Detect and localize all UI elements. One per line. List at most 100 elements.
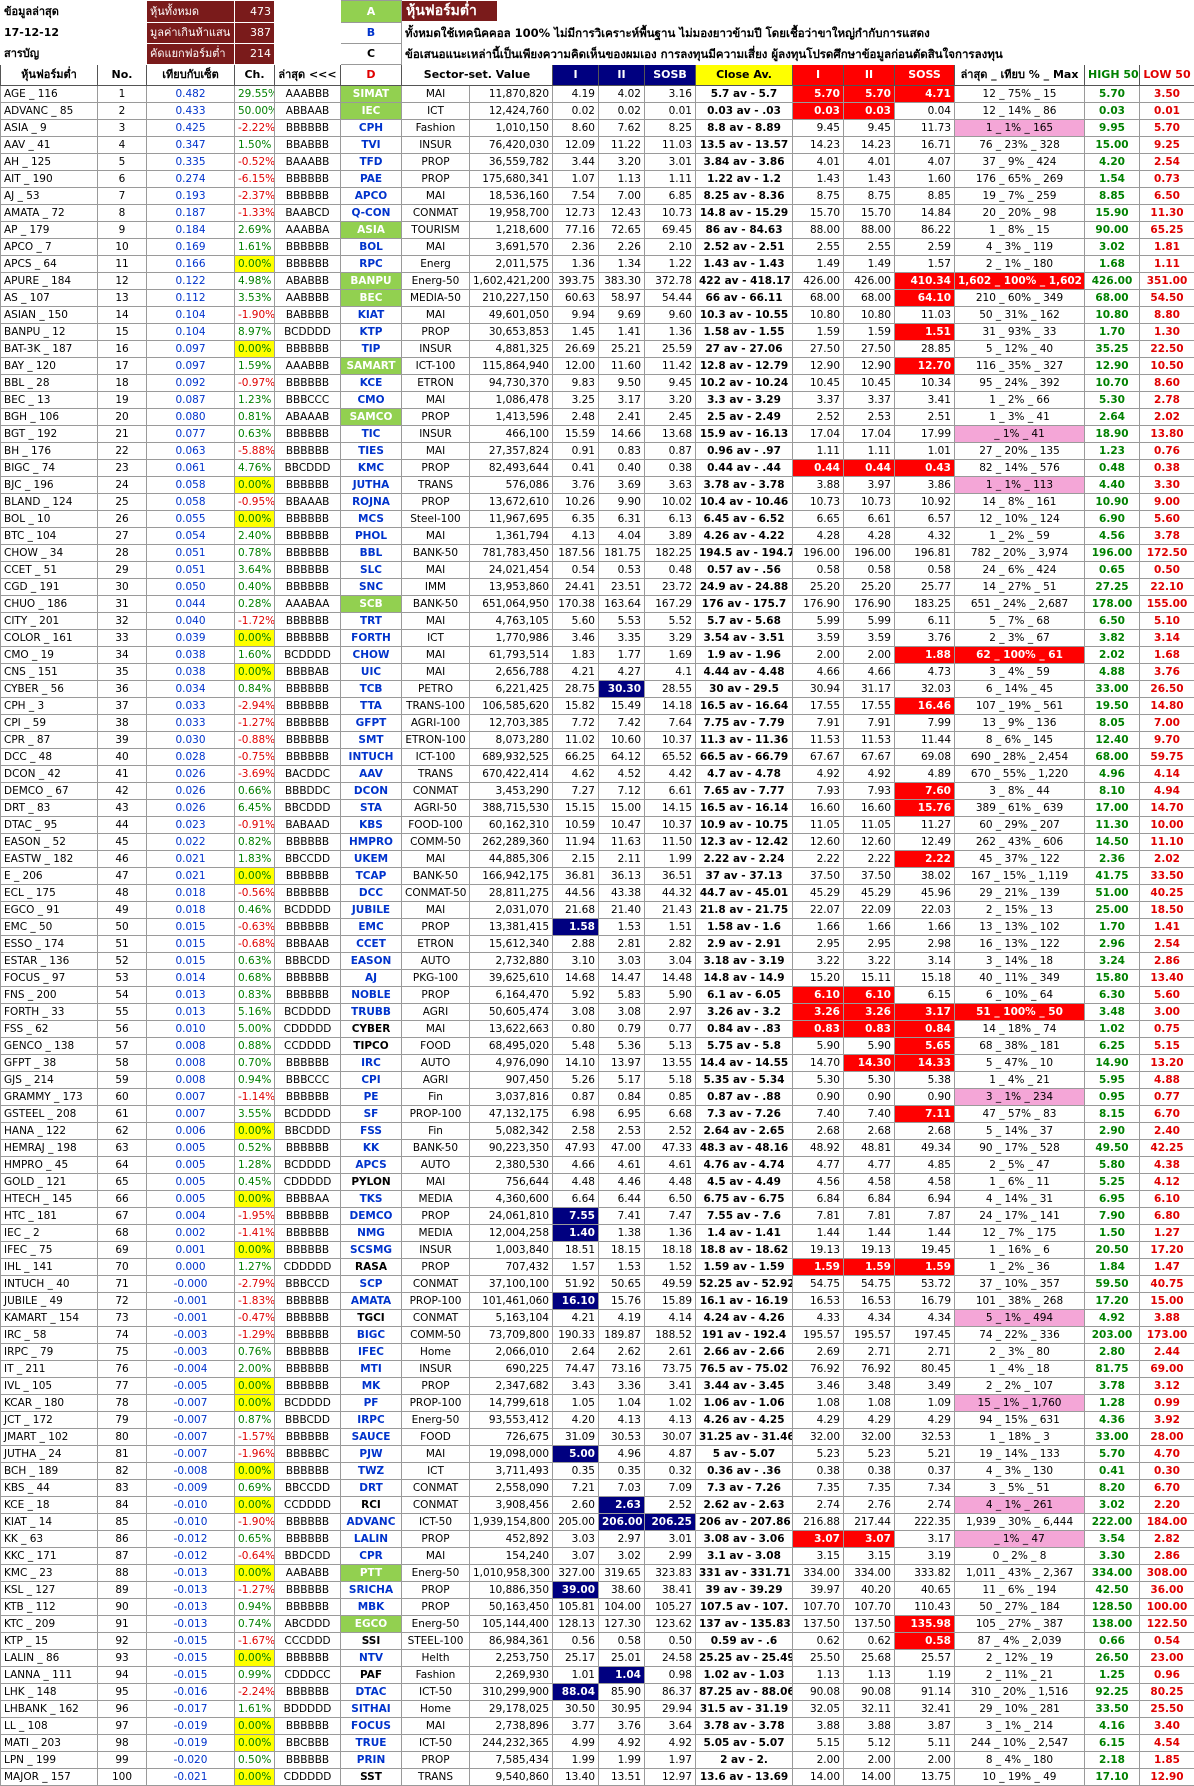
sell-2: 4.28 bbox=[844, 528, 895, 545]
buy-1: 39.00 bbox=[553, 1582, 599, 1599]
buy-1: 4.19 bbox=[553, 86, 599, 103]
buy-2: 7.42 bbox=[599, 715, 645, 732]
buy-1: 4.20 bbox=[553, 1412, 599, 1429]
stock-name: IRC _ 58 bbox=[1, 1327, 98, 1344]
sell-2: 25.20 bbox=[844, 579, 895, 596]
buy-2: 2.11 bbox=[599, 851, 645, 868]
vs-set: 0.054 bbox=[147, 528, 235, 545]
soss: 1.59 bbox=[895, 1259, 955, 1276]
change: 0.74% bbox=[235, 1616, 275, 1633]
row-number: 74 bbox=[98, 1327, 147, 1344]
latest-pattern: ABABBB bbox=[275, 273, 341, 290]
sell-1: 3.22 bbox=[793, 953, 844, 970]
high-50: 1.70 bbox=[1085, 919, 1140, 936]
high-50: 49.50 bbox=[1085, 1140, 1140, 1157]
buy-1: 10.59 bbox=[553, 817, 599, 834]
ticker: SCB bbox=[341, 596, 402, 613]
trade-value: 44,885,306 bbox=[470, 851, 553, 868]
sector: MAI bbox=[402, 188, 470, 205]
latest-vs-max: 14 _ 27% _ 51 bbox=[955, 579, 1085, 596]
close-average: 2.52 av - 2.51 bbox=[696, 239, 793, 256]
soss: 110.43 bbox=[895, 1599, 955, 1616]
latest-pattern: CCCDDD bbox=[275, 1633, 341, 1650]
row-number: 50 bbox=[98, 919, 147, 936]
sector: Home bbox=[402, 1344, 470, 1361]
sell-1: 6.65 bbox=[793, 511, 844, 528]
row-number: 95 bbox=[98, 1684, 147, 1701]
stock-name: AS _ 107 bbox=[1, 290, 98, 307]
sector: PROP bbox=[402, 1378, 470, 1395]
vs-set: -0.019 bbox=[147, 1735, 235, 1752]
soss: 0.84 bbox=[895, 1021, 955, 1038]
buy-1: 2.48 bbox=[553, 409, 599, 426]
soss: 14.33 bbox=[895, 1055, 955, 1072]
sector: Fin bbox=[402, 1123, 470, 1140]
ticker: IRPC bbox=[341, 1412, 402, 1429]
sosb: 11.50 bbox=[645, 834, 696, 851]
low-50: 11.10 bbox=[1140, 834, 1194, 851]
vs-set: 0.013 bbox=[147, 987, 235, 1004]
row-number: 22 bbox=[98, 443, 147, 460]
buy-1: 1.01 bbox=[553, 1667, 599, 1684]
high-50: 196.00 bbox=[1085, 545, 1140, 562]
change: 0.00% bbox=[235, 1735, 275, 1752]
trade-value: 8,073,280 bbox=[470, 732, 553, 749]
sector: IMM bbox=[402, 579, 470, 596]
high-50: 3.78 bbox=[1085, 1378, 1140, 1395]
high-50: 81.75 bbox=[1085, 1361, 1140, 1378]
stock-name: ADVANC _ 85 bbox=[1, 103, 98, 120]
sell-1: 0.83 bbox=[793, 1021, 844, 1038]
soss: 28.85 bbox=[895, 341, 955, 358]
latest-pattern: BBCDDD bbox=[275, 1123, 341, 1140]
soss: 3.41 bbox=[895, 392, 955, 409]
latest-vs-max: 2 _ 5% _ 47 bbox=[955, 1157, 1085, 1174]
latest-vs-max: 3 _ 1% _ 214 bbox=[955, 1718, 1085, 1735]
ticker: TIP bbox=[341, 341, 402, 358]
sell-2: 3.59 bbox=[844, 630, 895, 647]
row-number: 73 bbox=[98, 1310, 147, 1327]
sector: ETRON bbox=[402, 375, 470, 392]
soss: 7.99 bbox=[895, 715, 955, 732]
soss: 1.60 bbox=[895, 171, 955, 188]
sector: CONMAT-50 bbox=[402, 885, 470, 902]
row-number: 42 bbox=[98, 783, 147, 800]
trade-value: 6,164,470 bbox=[470, 987, 553, 1004]
latest-vs-max: 4 _ 1% _ 261 bbox=[955, 1497, 1085, 1514]
soss: 2.00 bbox=[895, 1752, 955, 1769]
change: 5.00% bbox=[235, 1021, 275, 1038]
vs-set: 0.023 bbox=[147, 817, 235, 834]
latest-pattern: BBBBBB bbox=[275, 256, 341, 273]
latest-vs-max: 13 _ 9% _ 136 bbox=[955, 715, 1085, 732]
close-average: 0.03 av - .03 bbox=[696, 103, 793, 120]
stock-name: KBS _ 44 bbox=[1, 1480, 98, 1497]
sell-2: 4.29 bbox=[844, 1412, 895, 1429]
close-average: 14.4 av - 14.55 bbox=[696, 1055, 793, 1072]
sell-2: 32.11 bbox=[844, 1701, 895, 1718]
change: 0.78% bbox=[235, 545, 275, 562]
sell-2: 7.91 bbox=[844, 715, 895, 732]
stock-name: KTC _ 209 bbox=[1, 1616, 98, 1633]
close-average: 1.59 av - 1.59 bbox=[696, 1259, 793, 1276]
sosb: 10.02 bbox=[645, 494, 696, 511]
stock-name: LANNA _ 111 bbox=[1, 1667, 98, 1684]
high-50: 178.00 bbox=[1085, 596, 1140, 613]
ticker: BBL bbox=[341, 545, 402, 562]
high-50: 2.96 bbox=[1085, 936, 1140, 953]
row-number: 52 bbox=[98, 953, 147, 970]
sosb: 13.68 bbox=[645, 426, 696, 443]
sosb: 4.14 bbox=[645, 1310, 696, 1327]
vs-set: 0.034 bbox=[147, 681, 235, 698]
sell-2: 3.37 bbox=[844, 392, 895, 409]
sell-1: 5.99 bbox=[793, 613, 844, 630]
sector: Fin bbox=[402, 1089, 470, 1106]
low-50: 26.50 bbox=[1140, 681, 1194, 698]
sosb: 7.47 bbox=[645, 1208, 696, 1225]
sosb: 5.90 bbox=[645, 987, 696, 1004]
trade-value: 651,064,950 bbox=[470, 596, 553, 613]
sell-2: 1.66 bbox=[844, 919, 895, 936]
vs-set: -0.007 bbox=[147, 1412, 235, 1429]
